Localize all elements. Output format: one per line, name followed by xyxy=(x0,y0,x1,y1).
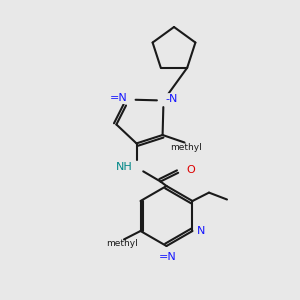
Text: N: N xyxy=(197,226,206,236)
Text: methyl: methyl xyxy=(170,142,202,152)
Text: -N: -N xyxy=(165,94,177,104)
Text: NH: NH xyxy=(116,162,133,172)
Text: O: O xyxy=(187,165,195,176)
Text: =N: =N xyxy=(159,252,177,262)
Text: methyl: methyl xyxy=(106,239,137,248)
Text: =N: =N xyxy=(110,93,128,103)
